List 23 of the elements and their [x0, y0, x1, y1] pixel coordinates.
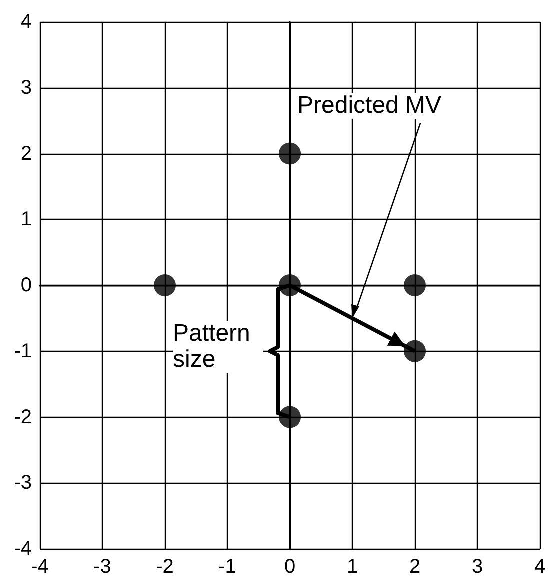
point — [154, 274, 176, 296]
y-tick-label: -2 — [14, 406, 32, 428]
x-tick-label: -1 — [218, 556, 236, 578]
x-tick-label: 3 — [472, 556, 484, 578]
y-tick-label: -1 — [14, 340, 32, 362]
y-tick-label: 2 — [20, 142, 32, 165]
y-tick-label: 4 — [20, 11, 32, 33]
y-tick-label: 0 — [20, 274, 32, 296]
y-tick-label: 1 — [20, 208, 32, 231]
annotation: Predicted MV — [298, 92, 442, 120]
point — [404, 274, 426, 296]
x-tick-label: 2 — [409, 556, 421, 578]
x-tick-label: -2 — [156, 556, 174, 578]
x-tick-label: -3 — [94, 556, 112, 578]
point — [404, 340, 426, 362]
x-tick-label: 1 — [346, 556, 358, 578]
y-tick-label: 3 — [20, 76, 32, 99]
point — [279, 142, 301, 165]
x-tick-label: 0 — [284, 556, 296, 578]
x-tick-label: 4 — [534, 556, 546, 578]
y-tick-label: -4 — [14, 538, 32, 560]
annotation: Pattern size — [173, 320, 263, 374]
y-tick-label: -3 — [14, 472, 32, 494]
